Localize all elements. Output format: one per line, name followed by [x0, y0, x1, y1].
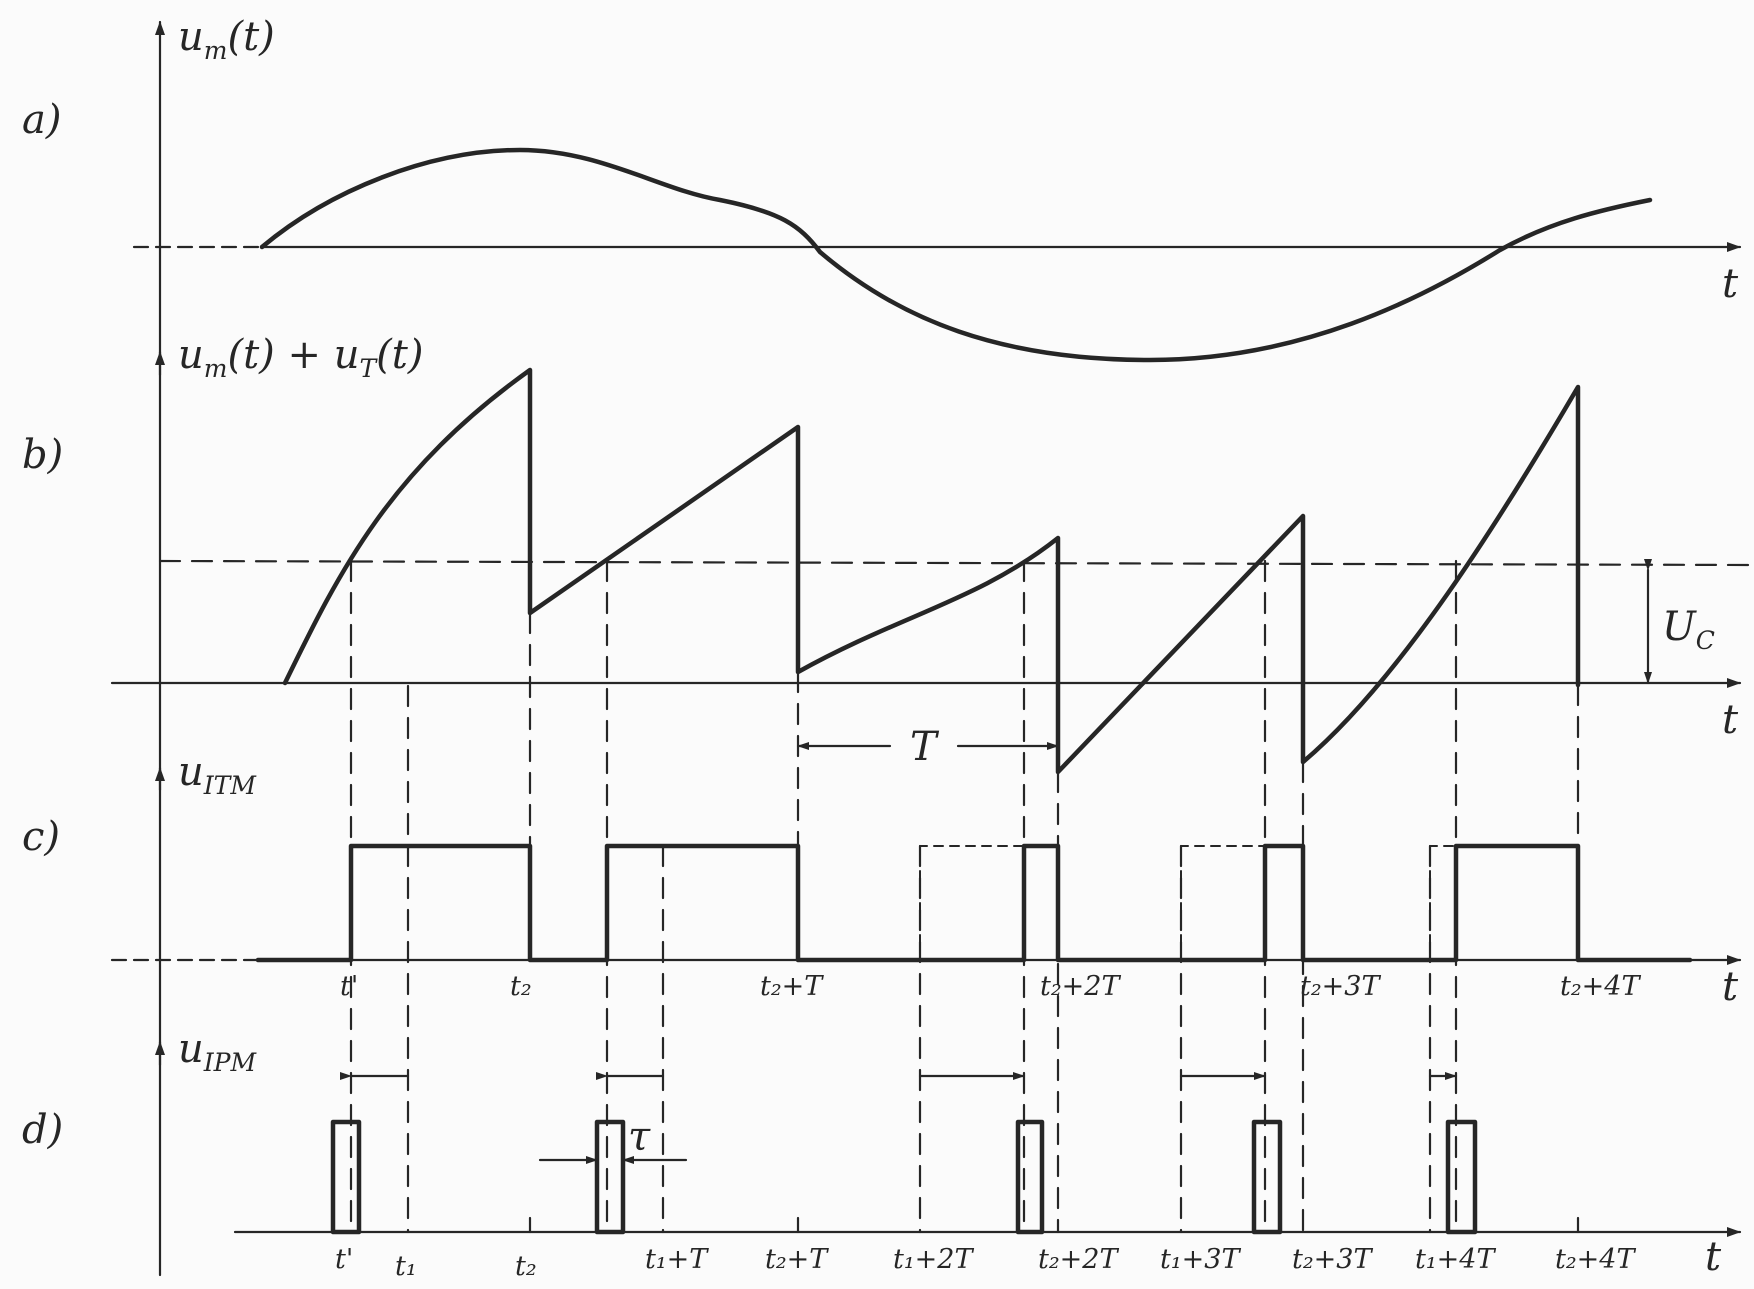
- panel-b-y-label: um(t) + uT(t): [178, 332, 423, 383]
- uc-label: UC: [1662, 604, 1715, 655]
- panel-a-tag: a): [22, 97, 61, 143]
- itm-dashed-pulse-4: [1180, 845, 1266, 961]
- itm-dashed-pulse-5: [1429, 845, 1457, 961]
- tick-c-t2-plus-4T: t₂+4T: [1560, 971, 1641, 1002]
- ipm-pulse-5: [1445, 1119, 1478, 1235]
- panel-d-y-label: uIPM: [178, 1026, 257, 1077]
- guide-lines: [349, 559, 1580, 1234]
- tick-d-t2-plus-T: t₂+T: [765, 1244, 829, 1275]
- ipm-pulse-4: [1251, 1119, 1283, 1235]
- itm-pulse-train: [255, 843, 1693, 963]
- tick-c-t2: t₂: [510, 971, 532, 1002]
- tick-c-t2-plus-T: t₂+T: [760, 971, 824, 1002]
- panel-a-t-label: t: [1722, 261, 1739, 307]
- tick-c-t-prime: t': [340, 971, 358, 1002]
- tick-d-t1-plus-2T: t₁+2T: [893, 1244, 974, 1275]
- panel-c-y-label: uITM: [178, 749, 257, 800]
- panel-d-t-label: t: [1705, 1234, 1722, 1280]
- tau-label: τ: [628, 1114, 651, 1160]
- ipm-pulse-3: [1015, 1119, 1045, 1235]
- modulating-signal-curve: [259, 147, 1653, 363]
- panel-d-tag: d): [22, 1107, 63, 1153]
- panel-a: a) um(t) t: [22, 14, 1742, 363]
- tick-d-t1: t₁: [395, 1251, 417, 1282]
- modulated-sawtooth-curve: [282, 367, 1581, 775]
- panel-a-y-label: um(t): [178, 14, 275, 65]
- threshold-line: [158, 559, 1754, 567]
- panel-c: c) uITM t t' t₂ t₂+T t₂+2T t₂+3T t₂+4T: [22, 749, 1742, 1010]
- tick-d-t1-plus-T: t₁+T: [645, 1244, 709, 1275]
- panel-c-tag: c): [22, 814, 60, 860]
- ipm-pulse-1: [330, 1119, 362, 1235]
- period-label: T: [910, 724, 940, 770]
- tick-d-t1-plus-4T: t₁+4T: [1415, 1244, 1496, 1275]
- panel-c-t-label: t: [1722, 964, 1739, 1010]
- tick-c-t2-plus-2T: t₂+2T: [1040, 971, 1121, 1002]
- panel-b-t-label: t: [1722, 697, 1739, 743]
- ipm-pulse-2: [594, 1119, 626, 1235]
- tick-c-t2-plus-3T: t₂+3T: [1300, 971, 1381, 1002]
- tick-d-t2-plus-3T: t₂+3T: [1292, 1244, 1373, 1275]
- panel-d: d) uIPM t τ t' t₁ t₂ t₁+T t₂+T t₁+2T t₂+…: [22, 1026, 1742, 1282]
- panel-b: b) um(t) + uT(t) t UC T: [22, 332, 1754, 775]
- tick-d-t2-plus-2T: t₂+2T: [1038, 1244, 1119, 1275]
- panel-b-tag: b): [22, 432, 63, 478]
- tick-d-t1-plus-3T: t₁+3T: [1160, 1244, 1241, 1275]
- tick-d-t2: t₂: [515, 1251, 537, 1282]
- tick-d-t-prime: t': [335, 1244, 353, 1275]
- tick-d-t2-plus-4T: t₂+4T: [1555, 1244, 1636, 1275]
- itm-dashed-pulse-3: [919, 845, 1025, 961]
